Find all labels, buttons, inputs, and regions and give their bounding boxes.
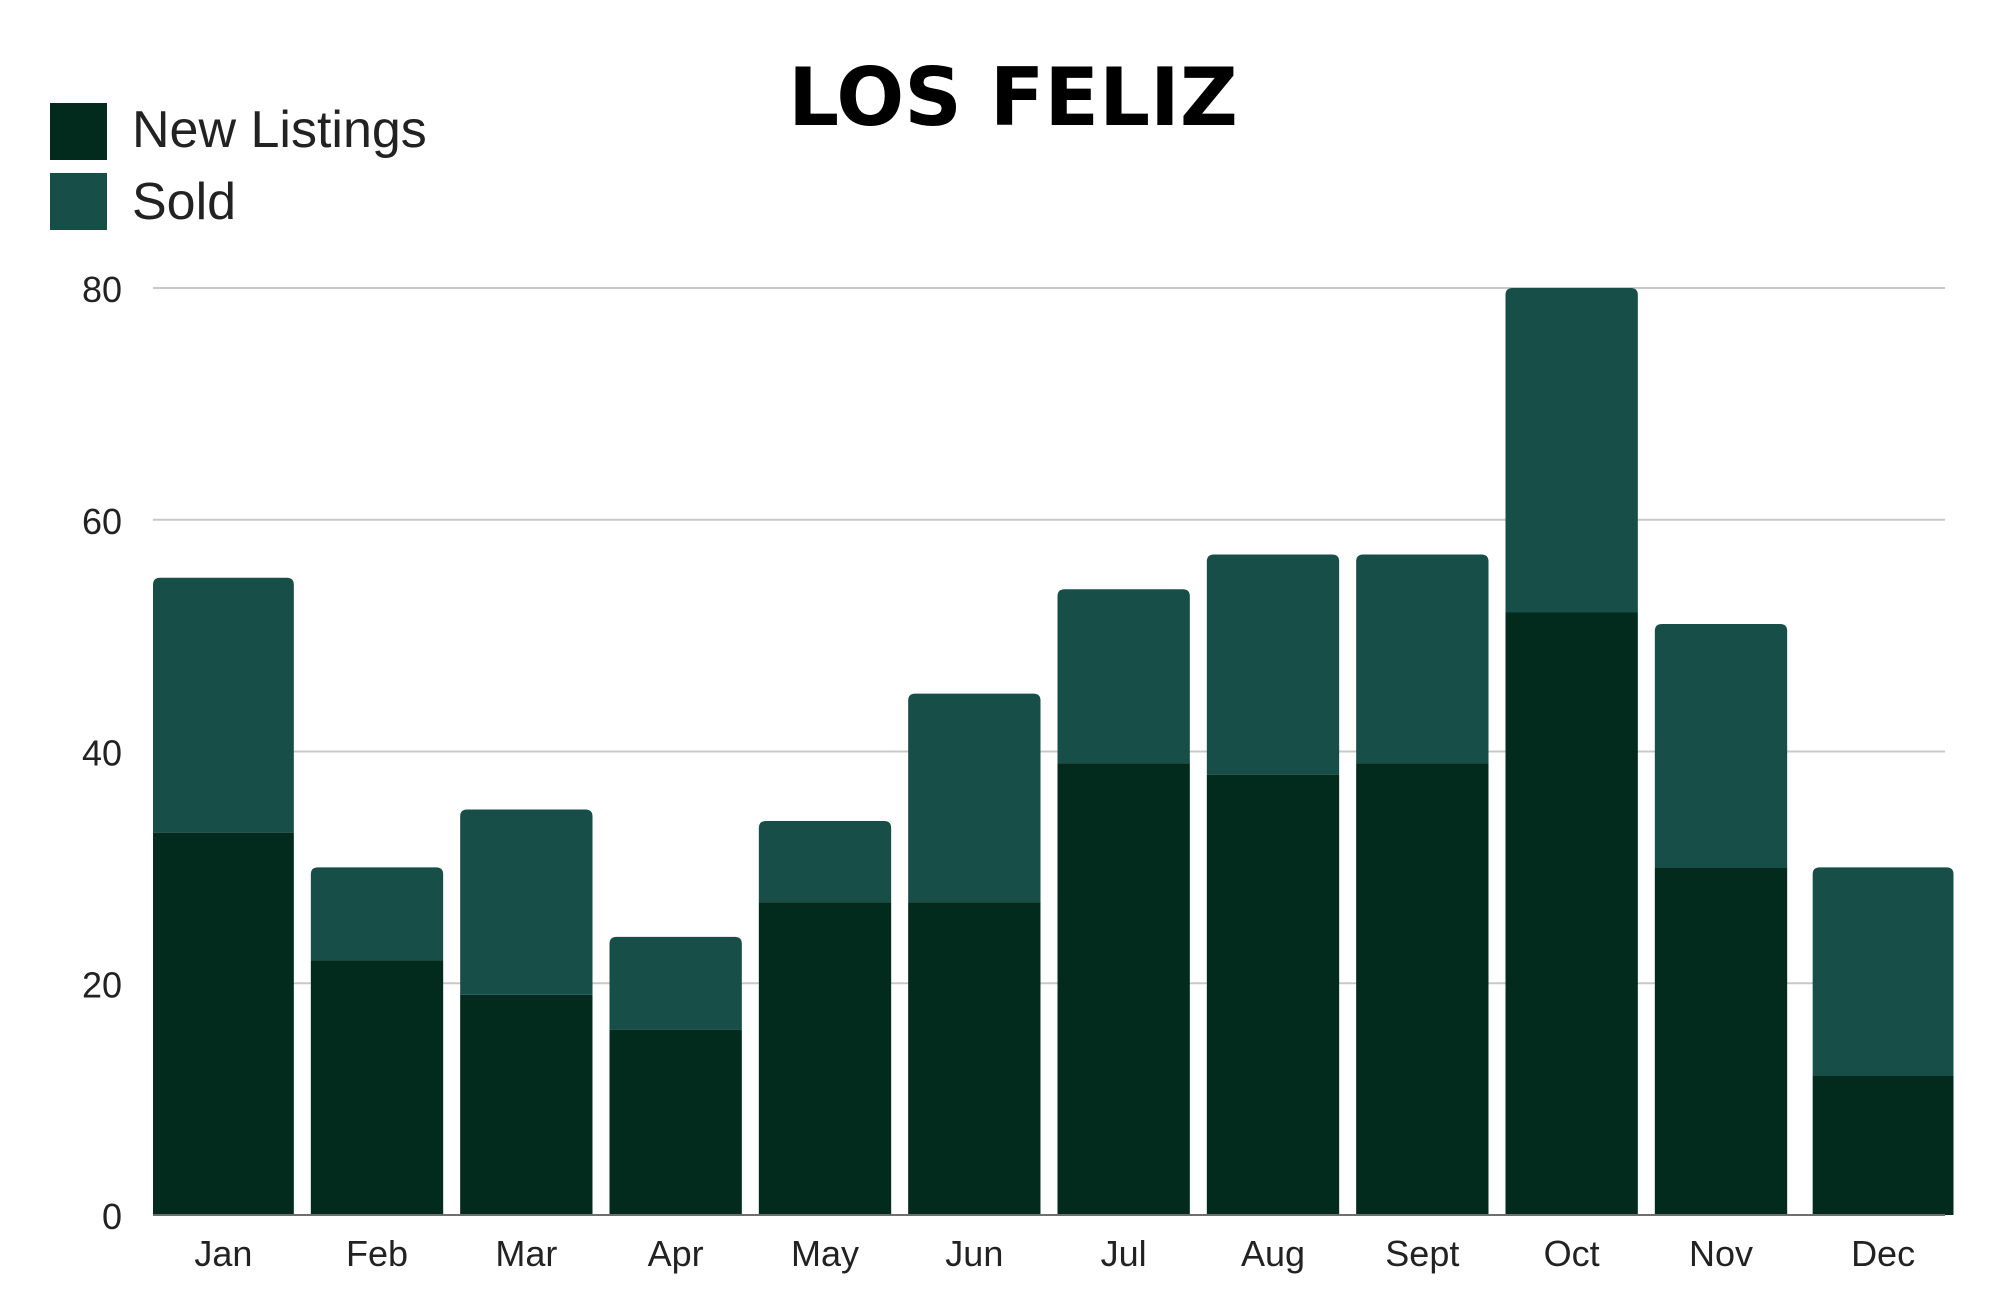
y-tick-label: 20 — [82, 964, 122, 1005]
legend-swatch-new-listings — [50, 103, 107, 160]
x-tick-label: Dec — [1851, 1233, 1915, 1274]
chart-title: LOS FELIZ — [788, 51, 1238, 144]
bar-sold-aug — [1206, 554, 1340, 775]
gridlines — [153, 287, 1945, 985]
bar-sold-feb — [310, 867, 444, 961]
bar-new-listings-oct — [1505, 612, 1638, 1215]
bar-sold-jan — [153, 577, 294, 833]
y-axis-ticks: 0 20 40 60 80 — [82, 269, 122, 1237]
bars — [153, 288, 1954, 1215]
bar-sold-sept — [1356, 554, 1489, 764]
y-tick-label: 0 — [102, 1196, 122, 1237]
bar-new-listings-jan — [153, 832, 294, 1215]
bar-new-listings-sept — [1356, 763, 1489, 1215]
legend: New Listings Sold — [50, 101, 427, 231]
bar-new-listings-jun — [908, 902, 1041, 1215]
legend-label-sold: Sold — [132, 173, 236, 231]
bar-sold-oct — [1505, 288, 1638, 613]
x-tick-label: Aug — [1241, 1233, 1305, 1274]
bar-sold-may — [758, 821, 892, 903]
x-tick-label: Apr — [648, 1233, 704, 1274]
bar-new-listings-may — [758, 902, 892, 1215]
y-tick-label: 80 — [82, 269, 122, 310]
bar-new-listings-aug — [1206, 774, 1340, 1215]
bar-sold-apr — [609, 936, 742, 1030]
x-tick-label: Jul — [1101, 1233, 1147, 1274]
y-tick-label: 40 — [82, 733, 122, 774]
x-tick-label: Sept — [1385, 1233, 1459, 1274]
x-tick-label: May — [791, 1233, 859, 1274]
bar-new-listings-mar — [460, 994, 593, 1215]
bar-new-listings-jul — [1057, 763, 1190, 1215]
bar-new-listings-nov — [1654, 867, 1788, 1215]
x-tick-label: Mar — [495, 1233, 557, 1274]
legend-swatch-sold — [50, 173, 107, 230]
bar-new-listings-feb — [310, 960, 444, 1215]
bar-sold-jun — [908, 693, 1041, 903]
bar-sold-jul — [1057, 589, 1190, 764]
bar-sold-mar — [460, 809, 593, 995]
y-tick-label: 60 — [82, 501, 122, 542]
legend-label-new-listings: New Listings — [132, 101, 427, 159]
bar-new-listings-dec — [1812, 1075, 1954, 1215]
bar-new-listings-apr — [609, 1029, 742, 1215]
bar-sold-dec — [1812, 867, 1954, 1076]
x-tick-label: Oct — [1544, 1233, 1600, 1274]
x-tick-label: Nov — [1689, 1233, 1753, 1274]
x-tick-label: Jan — [194, 1233, 252, 1274]
bar-sold-nov — [1654, 624, 1788, 868]
x-tick-label: Feb — [346, 1233, 408, 1274]
x-axis-ticks: Jan Feb Mar Apr May Jun Jul Aug Sept Oct Nov Dec — [194, 1233, 1915, 1274]
x-tick-label: Jun — [945, 1233, 1003, 1274]
